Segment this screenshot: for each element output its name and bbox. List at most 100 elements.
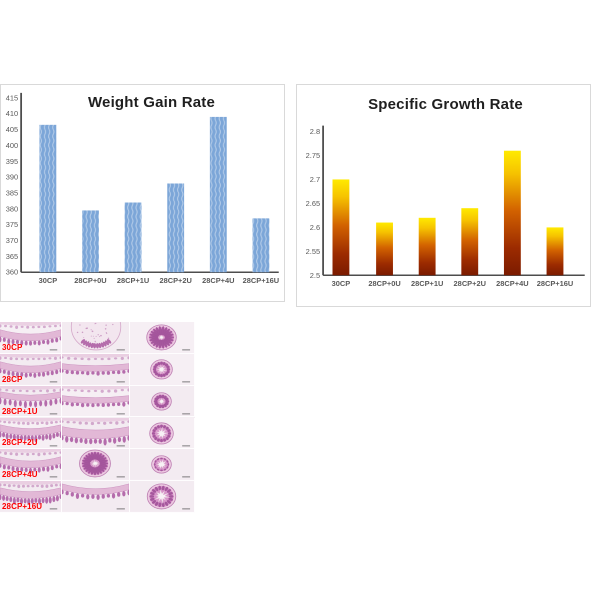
- specific-growth-chart-panel: Specific Growth Rate 2.8 2.75 2.7 2.65 2.6 2.…: [296, 84, 591, 307]
- x-category-label: 28CP+2U: [454, 279, 486, 288]
- villi-ring-radial-large-image: [62, 449, 129, 481]
- scale-bar: [116, 508, 125, 510]
- micrograph-28CP-col2: [62, 353, 130, 386]
- y-tick-label: 360: [6, 268, 18, 277]
- micrograph-row-label: 28CP+1U: [2, 406, 38, 416]
- y-tick-label: 390: [6, 173, 18, 182]
- bar-28CP+0U: [82, 210, 99, 273]
- bar-28CP+16U: [546, 227, 564, 276]
- y-tick-label: 2.8: [310, 127, 320, 136]
- micrograph-30CP-col1: [0, 322, 62, 354]
- bar-30CP: [332, 179, 350, 276]
- scale-bar: [49, 381, 58, 383]
- scale-bar: [182, 349, 191, 351]
- micrograph-30CP-col2: [62, 322, 130, 354]
- y-tick-label: 400: [6, 141, 18, 150]
- micrograph-28CP+4U-col3: [130, 449, 195, 482]
- villi-band-convex-image: [0, 449, 61, 481]
- villi-ring-star-large-image: [130, 481, 194, 512]
- x-category-label: 28CP+1U: [411, 279, 443, 288]
- micrograph-28CP+1U-col2: [62, 385, 130, 418]
- villi-band-convex-image: [0, 322, 61, 353]
- y-tick-label: 410: [6, 109, 18, 118]
- y-tick-label: 415: [6, 93, 18, 102]
- y-tick-label: 370: [6, 236, 18, 245]
- micrograph-28CP+1U-col3: [130, 385, 195, 418]
- scale-bar: [49, 508, 58, 510]
- x-category-label: 28CP+1U: [117, 276, 149, 285]
- bar-28CP+16U: [252, 218, 270, 273]
- y-tick-label: 385: [6, 188, 18, 197]
- micrograph-28CP+16U-col3: [130, 481, 195, 513]
- micrograph-30CP-col3: [130, 322, 195, 354]
- scale-bar: [116, 381, 125, 383]
- bar-28CP+4U: [209, 116, 227, 273]
- scale-bar: [182, 476, 191, 478]
- y-tick-label: 405: [6, 125, 18, 134]
- x-category-label: 28CP+0U: [74, 276, 106, 285]
- bar-30CP: [39, 124, 57, 273]
- x-category-label: 28CP+16U: [243, 276, 280, 285]
- villi-band-flat-image: [62, 385, 129, 417]
- y-tick-label: 2.65: [306, 199, 320, 208]
- villi-band-long-image: [0, 385, 61, 417]
- y-tick-label: 2.55: [306, 247, 320, 256]
- micrograph-row-label: 28CP+4U: [2, 470, 38, 480]
- histology-panel: 30CP 28CP 28CP+1U 28CP+2U 28CP+4U 28CP+16U: [0, 322, 195, 513]
- scale-bar: [182, 413, 191, 414]
- villi-ring-solid-small-image: [130, 385, 194, 417]
- villi-ring-spiky-small-image: [130, 449, 194, 481]
- villi-band-convex-image: [0, 353, 61, 385]
- bar-28CP+2U: [167, 183, 185, 273]
- micrograph-28CP+16U-col1: [0, 481, 62, 513]
- y-tick-label: 2.7: [310, 175, 320, 184]
- micrograph-28CP-col3: [130, 353, 195, 386]
- micrograph-28CP+4U-col1: [0, 449, 62, 482]
- y-tick-label: 365: [6, 252, 18, 261]
- scale-bar: [182, 444, 191, 446]
- villi-disc-speckled-image: [62, 322, 129, 353]
- scale-bar: [116, 476, 125, 478]
- micrograph-28CP+1U-col1: [0, 385, 62, 418]
- x-category-label: 30CP: [39, 276, 58, 285]
- micrograph-28CP+2U-col2: [62, 417, 130, 450]
- micrograph-row-label: 28CP: [2, 374, 23, 384]
- x-category-label: 28CP+0U: [368, 279, 400, 288]
- scale-bar: [49, 444, 58, 446]
- micrograph-row-label: 28CP+16U: [2, 502, 43, 511]
- scale-bar: [49, 476, 58, 478]
- bar-28CP+4U: [503, 150, 521, 276]
- scale-bar: [182, 508, 191, 510]
- y-tick-label: 375: [6, 220, 18, 229]
- micrograph-28CP+16U-col2: [62, 481, 130, 513]
- scale-bar: [182, 381, 191, 383]
- micrograph-28CP+2U-col3: [130, 417, 195, 450]
- micrograph-row-label: 30CP: [2, 342, 23, 352]
- x-category-label: 28CP+4U: [496, 279, 528, 288]
- villi-band-thick-image: [62, 417, 129, 449]
- scale-bar: [116, 413, 125, 414]
- scale-bar: [49, 349, 58, 351]
- specific-growth-chart-title: Specific Growth Rate: [368, 96, 523, 113]
- villi-band-flat-image: [62, 353, 129, 385]
- y-tick-label: 2.5: [310, 271, 320, 280]
- x-category-label: 30CP: [332, 279, 351, 288]
- micrograph-28CP+2U-col1: [0, 417, 62, 450]
- weight-gain-chart-panel: Weight Gain Rate 415 410 405 400 395 390 385 38…: [0, 84, 285, 302]
- y-tick-label: 2.75: [306, 151, 320, 160]
- micrograph-28CP+4U-col2: [62, 449, 130, 482]
- specific-growth-plot: 2.8 2.75 2.7 2.65 2.6 2.55 2.5 30CP 28CP+0U 28CP+…: [306, 125, 585, 288]
- y-tick-label: 380: [6, 204, 18, 213]
- y-tick-label: 2.6: [310, 223, 320, 232]
- x-category-label: 28CP+16U: [537, 279, 574, 288]
- y-tick-label: 395: [6, 157, 18, 166]
- bar-28CP+0U: [376, 222, 393, 276]
- micrograph-row-label: 28CP+2U: [2, 438, 38, 448]
- villi-ring-star-image: [130, 417, 194, 449]
- weight-gain-plot: 415 410 405 400 395 390 385 380 375 370 365 360 30CP…: [6, 92, 280, 285]
- villi-band-dense-image: [0, 417, 61, 449]
- villi-ring-dense-image: [130, 322, 194, 353]
- villi-ring-star-small-image: [130, 353, 194, 385]
- micrograph-28CP-col1: [0, 353, 62, 386]
